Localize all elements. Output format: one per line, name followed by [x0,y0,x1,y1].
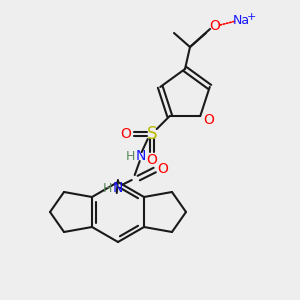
Text: O: O [210,19,220,33]
Text: Na: Na [232,14,250,28]
Text: N: N [112,181,123,195]
Text: O: O [157,162,168,176]
Text: S: S [146,125,157,143]
Text: N: N [136,149,146,163]
Text: O: O [146,153,157,167]
Text: H: H [126,149,135,163]
Text: O: O [203,113,214,127]
Text: +: + [246,12,256,22]
Text: O: O [120,127,131,141]
Text: H: H [103,182,112,194]
